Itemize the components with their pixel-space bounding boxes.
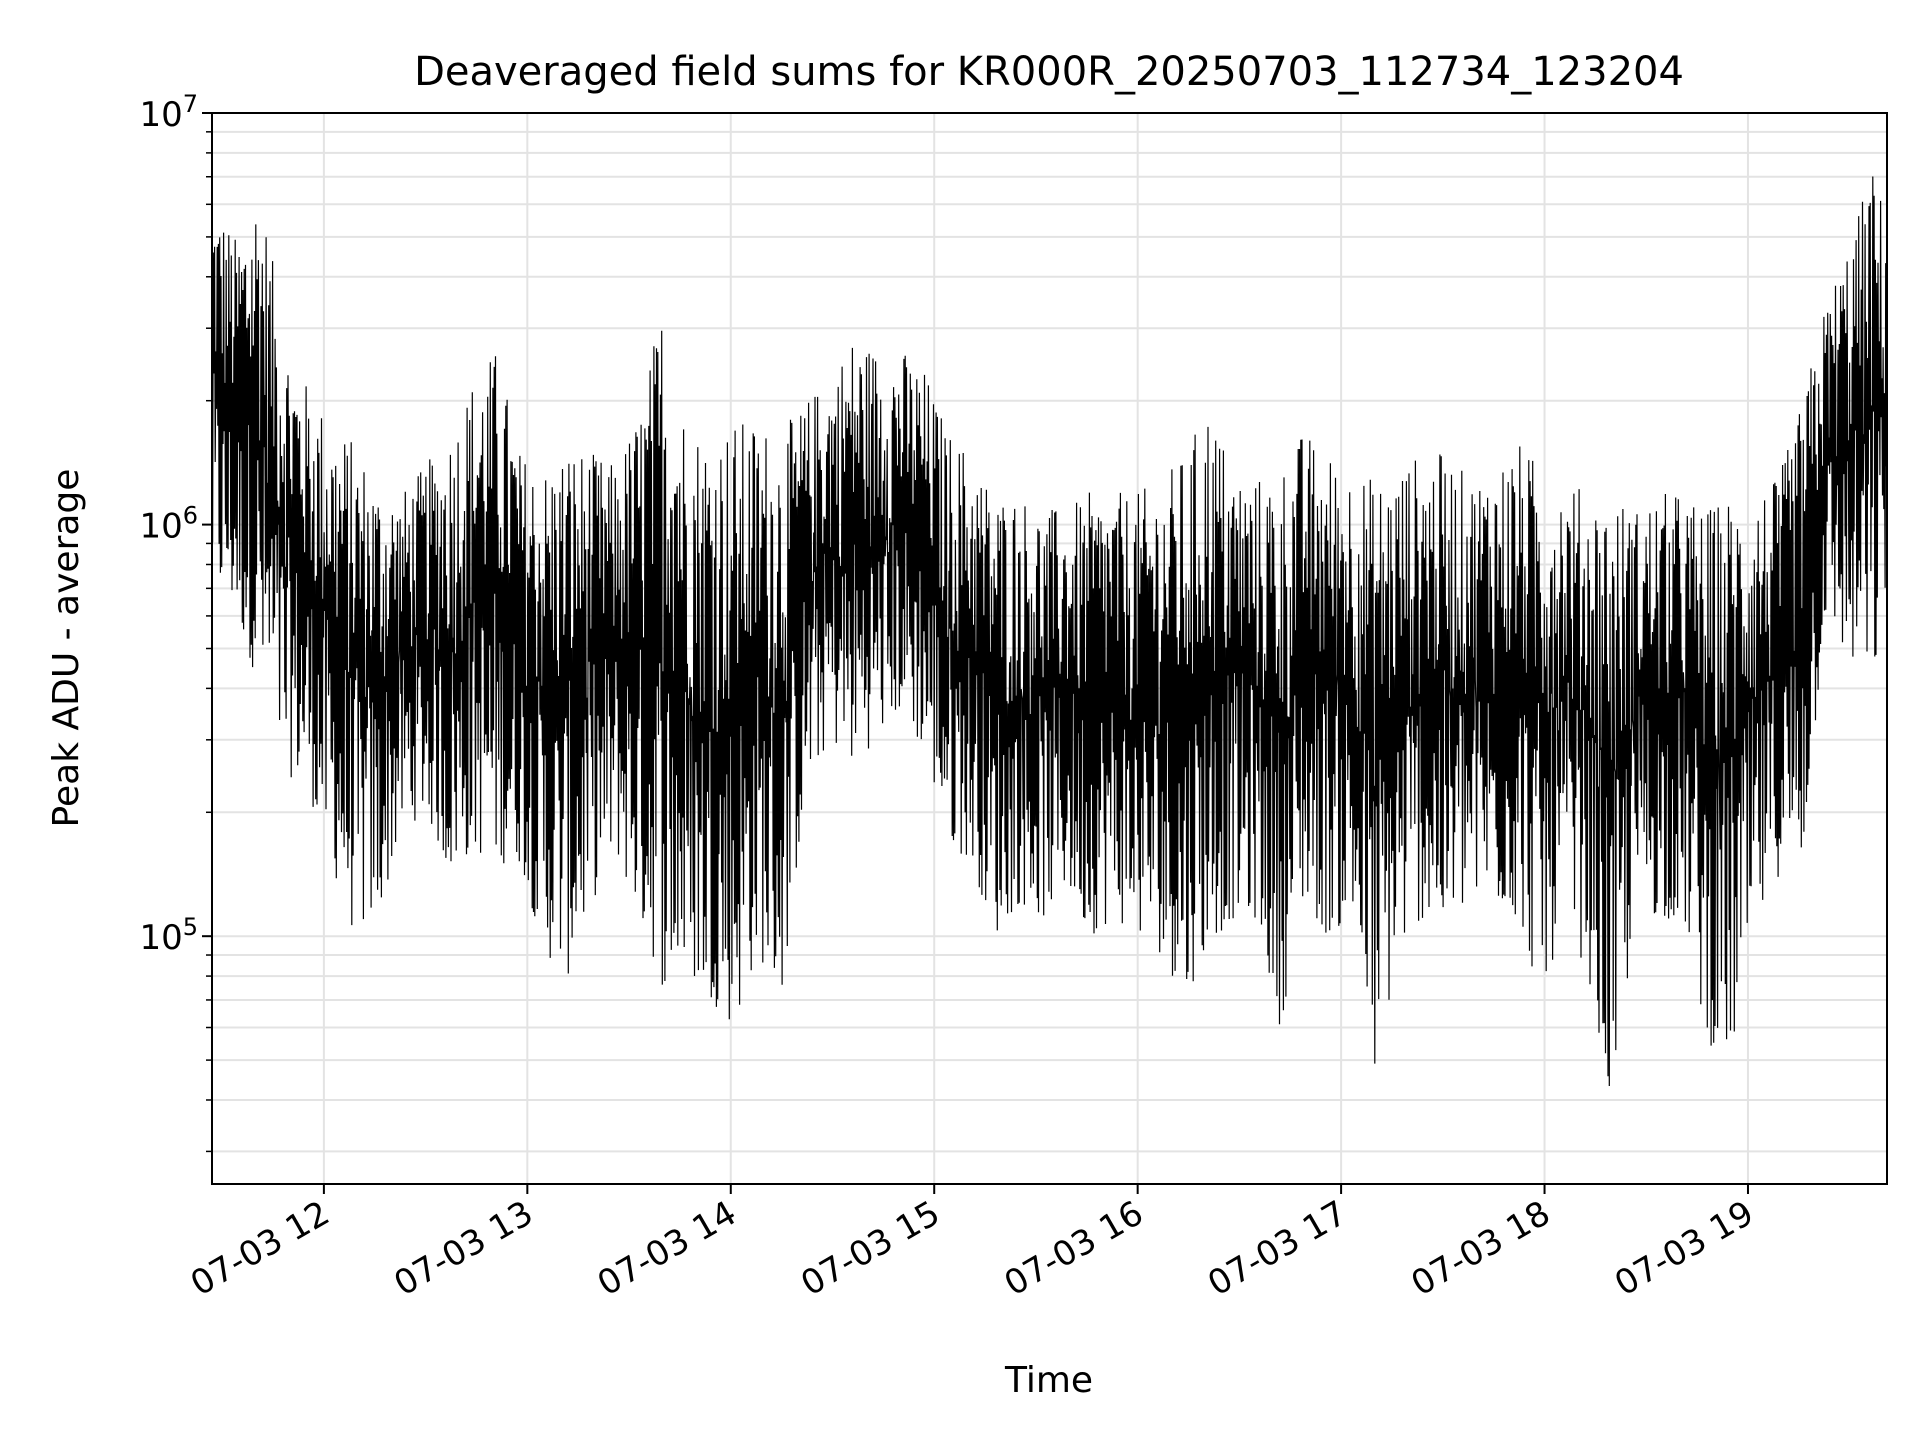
x-tick-label: 07-03 14 [591,1193,743,1304]
x-tick-label: 07-03 18 [1405,1193,1557,1304]
x-tick-label: 07-03 19 [1608,1193,1760,1304]
x-axis-label: Time [1004,1360,1093,1401]
x-tick-label: 07-03 15 [794,1193,946,1304]
x-axis-ticks: 07-03 12 07-03 13 07-03 14 07-03 15 07-03 16… [184,1184,1760,1304]
y-axis-label: Peak ADU - average [46,469,87,828]
chart-title: Deaveraged field sums for KR000R_2025070… [414,49,1684,95]
y-axis-ticks: 105 106 107 [139,90,212,1153]
y-tick-label: 105 [139,913,198,958]
x-tick-label: 07-03 16 [998,1193,1150,1304]
x-tick-label: 07-03 13 [387,1193,539,1304]
y-tick-label: 106 [139,502,198,547]
y-tick-label: 107 [139,90,198,135]
series-line [211,176,1888,1087]
x-tick-label: 07-03 17 [1201,1193,1353,1304]
series-trace [211,176,1888,1087]
x-tick-label: 07-03 12 [184,1193,336,1304]
